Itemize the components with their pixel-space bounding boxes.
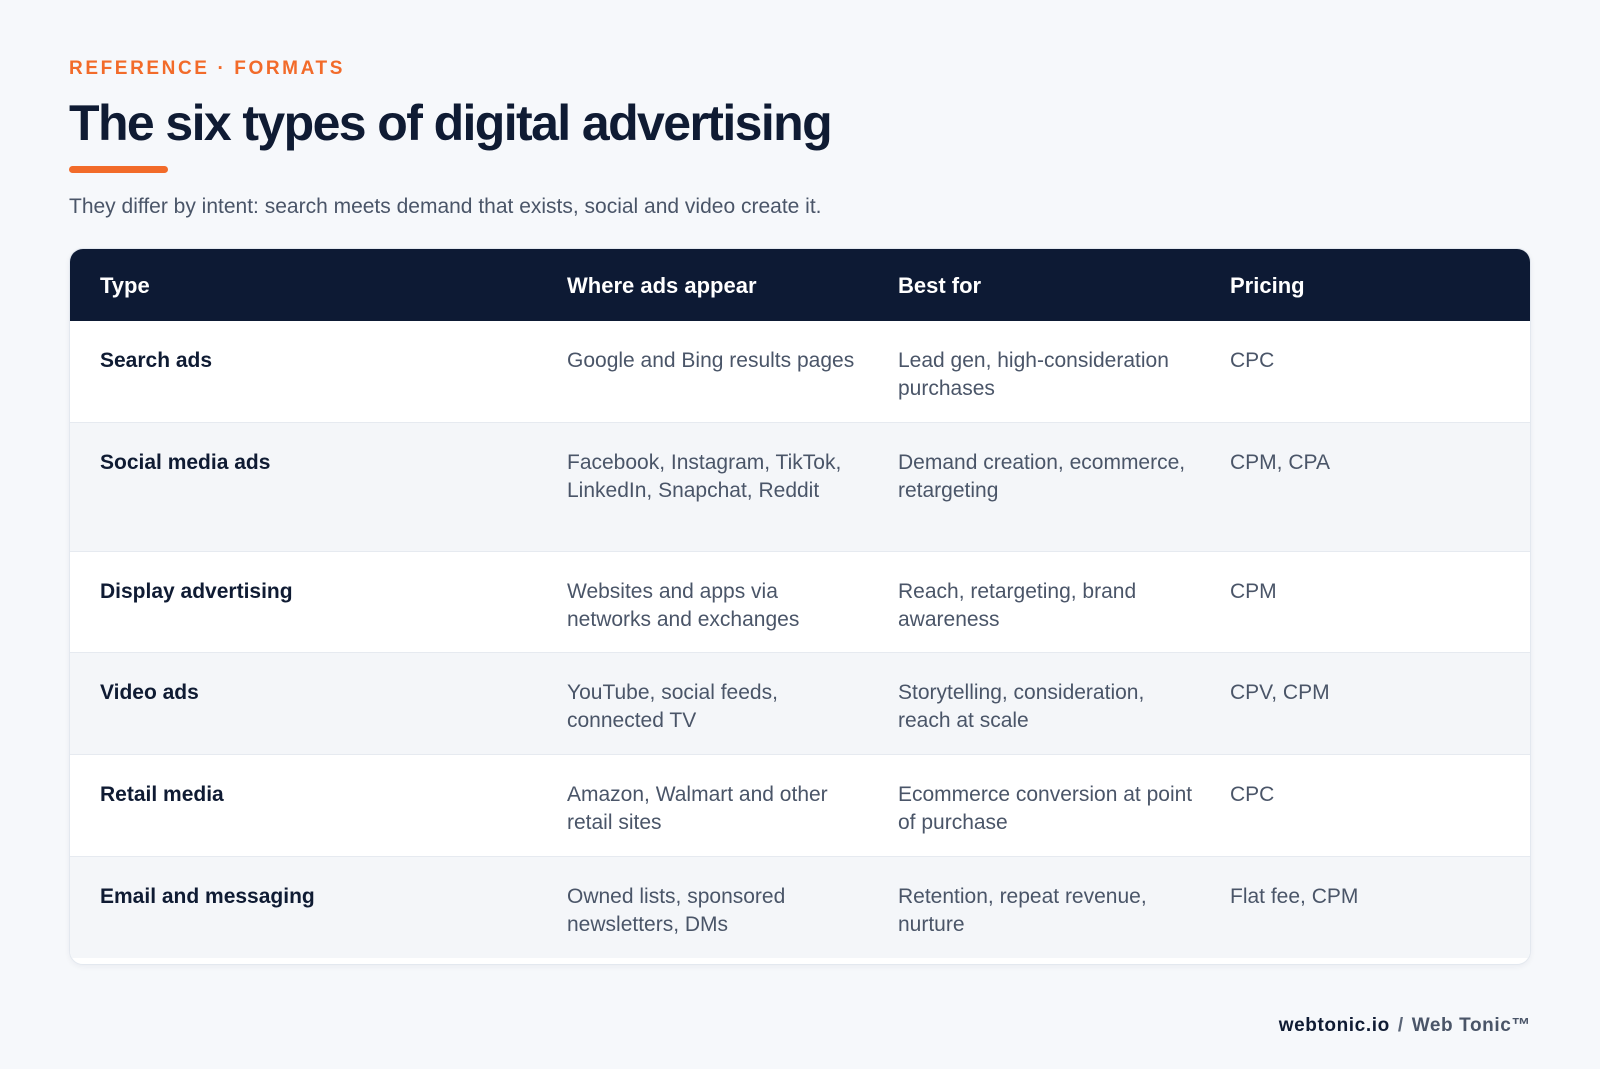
- cell-best-for: Lead gen, high-consideration purchases: [898, 349, 1169, 400]
- cell-where: Facebook, Instagram, TikTok, LinkedIn, S…: [567, 451, 842, 502]
- cell-type: Retail media: [100, 783, 224, 806]
- cell-type: Search ads: [100, 349, 213, 372]
- table-row: Search ads Google and Bing results pages…: [70, 321, 1530, 422]
- footer-brand: Web Tonic™: [1411, 1015, 1531, 1036]
- cell-pricing: CPV, CPM: [1230, 681, 1330, 704]
- cell-where: YouTube, social feeds, connected TV: [567, 681, 778, 732]
- cell-pricing: CPC: [1230, 349, 1275, 372]
- table-row: Social media ads Facebook, Instagram, Ti…: [70, 422, 1530, 551]
- cell-pricing: Flat fee, CPM: [1230, 885, 1359, 908]
- cell-where: Amazon, Walmart and other retail sites: [567, 783, 828, 834]
- cell-best-for: Reach, retargeting, brand awareness: [898, 580, 1137, 631]
- cell-type: Video ads: [100, 681, 199, 704]
- cell-where: Websites and apps via networks and excha…: [567, 580, 800, 631]
- title-underline-accent: [69, 166, 168, 173]
- table-header: Type Where ads appear Best for Pricing: [70, 249, 1530, 321]
- page-title: The six types of digital advertising: [69, 95, 833, 151]
- cell-where: Owned lists, sponsored newsletters, DMs: [567, 885, 786, 936]
- footer-site-link[interactable]: webtonic.io: [1278, 1015, 1390, 1036]
- cell-best-for: Demand creation, ecommerce, retargeting: [898, 451, 1186, 502]
- column-header-best-for: Best for: [898, 273, 982, 298]
- cell-pricing: CPC: [1230, 783, 1275, 806]
- cell-where: Google and Bing results pages: [567, 349, 855, 372]
- cell-type: Display advertising: [100, 580, 293, 603]
- column-header-pricing: Pricing: [1230, 273, 1305, 298]
- footer-separator: /: [1397, 1015, 1404, 1036]
- page-subtitle: They differ by intent: search meets dema…: [69, 195, 822, 218]
- cell-best-for: Ecommerce conversion at point of purchas…: [898, 783, 1193, 834]
- cell-pricing: CPM, CPA: [1230, 451, 1330, 474]
- column-header-where: Where ads appear: [567, 273, 757, 298]
- table-row: Retail media Amazon, Walmart and other r…: [70, 754, 1530, 856]
- table-body: Search ads Google and Bing results pages…: [70, 321, 1530, 958]
- cell-best-for: Storytelling, consideration, reach at sc…: [898, 681, 1145, 732]
- eyebrow-label: REFERENCE · FORMATS: [69, 58, 345, 79]
- cell-pricing: CPM: [1230, 580, 1277, 603]
- table-row: Display advertising Websites and apps vi…: [70, 551, 1530, 652]
- cell-type: Social media ads: [100, 451, 271, 474]
- table-row: Email and messaging Owned lists, sponsor…: [70, 856, 1530, 958]
- footer-credit: webtonic.io / Web Tonic™: [1279, 1015, 1531, 1037]
- column-header-type: Type: [100, 273, 150, 298]
- formats-table: Type Where ads appear Best for Pricing S…: [69, 248, 1531, 965]
- table-row: Video ads YouTube, social feeds, connect…: [70, 652, 1530, 754]
- cell-type: Email and messaging: [100, 885, 315, 908]
- cell-best-for: Retention, repeat revenue, nurture: [898, 885, 1147, 936]
